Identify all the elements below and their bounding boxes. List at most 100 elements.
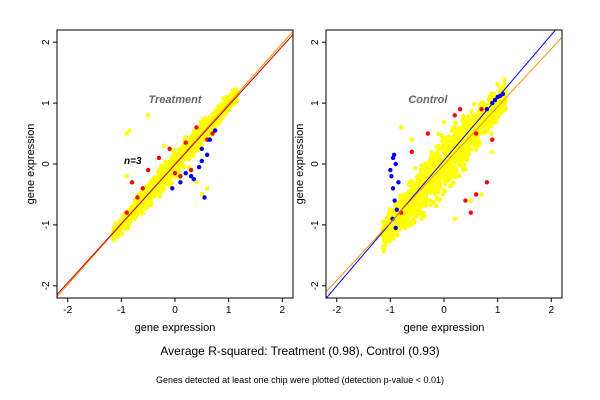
data-point-yellow	[441, 119, 446, 125]
data-point-yellow	[387, 225, 393, 231]
data-point-yellow	[401, 193, 406, 198]
data-point-yellow	[224, 97, 229, 102]
data-point-yellow	[447, 177, 453, 182]
data-point-yellow	[150, 177, 155, 182]
data-point-yellow	[448, 183, 454, 189]
data-point-yellow	[451, 180, 456, 185]
data-point-yellow	[450, 171, 455, 177]
control-x-axis: -2 -1 0 1 2	[332, 298, 554, 316]
data-point-yellow	[159, 187, 164, 192]
data-point-yellow	[452, 133, 457, 139]
data-point-yellow	[429, 149, 434, 155]
data-point-yellow	[159, 172, 165, 177]
treatment-y-label: gene expression	[25, 124, 37, 205]
data-point-yellow	[435, 180, 440, 185]
data-point-yellow	[482, 123, 487, 129]
data-point-yellow	[431, 200, 436, 205]
data-point-yellow	[460, 131, 465, 136]
y-tick-label: 1	[310, 100, 321, 106]
data-point-yellow	[415, 183, 421, 188]
data-point-red	[172, 170, 178, 176]
data-point-yellow	[437, 197, 442, 202]
data-point-blue	[396, 180, 401, 185]
data-point-yellow	[191, 153, 196, 158]
data-point-yellow	[180, 163, 185, 168]
data-point-yellow	[488, 122, 493, 127]
y-tick-label: -1	[310, 220, 321, 229]
data-point-blue	[394, 207, 399, 212]
data-point-yellow	[217, 107, 222, 112]
data-point-yellow	[434, 144, 439, 150]
data-point-blue	[388, 167, 393, 173]
data-point-yellow	[467, 142, 472, 148]
x-tick-label: 0	[172, 305, 178, 316]
y-tick-label: -1	[41, 220, 52, 229]
data-point-red	[468, 210, 474, 215]
data-point-yellow	[460, 118, 465, 123]
data-point-yellow	[474, 147, 479, 152]
data-point-yellow	[439, 133, 444, 138]
data-point-red	[484, 180, 490, 185]
data-point-yellow	[382, 219, 388, 225]
data-point-blue	[391, 152, 397, 158]
data-point-yellow	[452, 139, 458, 144]
data-point-yellow	[428, 202, 433, 208]
data-point-yellow	[380, 234, 385, 239]
data-point-yellow	[457, 134, 462, 139]
detection-note-caption: Genes detected at least one chip were pl…	[156, 375, 444, 385]
data-point-blue	[183, 170, 188, 176]
data-point-yellow	[462, 124, 467, 129]
data-point-yellow	[428, 183, 434, 188]
data-point-yellow	[389, 209, 394, 215]
data-point-yellow	[459, 126, 464, 131]
data-point-yellow	[437, 184, 443, 190]
data-point-yellow	[443, 172, 448, 177]
data-point-yellow	[400, 218, 405, 223]
data-point-yellow	[472, 143, 477, 148]
data-point-yellow	[111, 237, 117, 243]
data-point-yellow	[421, 193, 426, 198]
data-point-yellow	[423, 181, 428, 186]
data-point-yellow	[447, 152, 452, 158]
data-point-yellow	[433, 160, 439, 166]
data-point-yellow	[489, 91, 494, 96]
data-point-yellow	[421, 167, 427, 172]
data-point-blue	[484, 106, 490, 112]
data-point-red	[479, 106, 484, 112]
data-point-yellow	[124, 173, 129, 179]
data-point-yellow	[453, 120, 458, 125]
data-point-yellow	[145, 113, 151, 118]
data-point-yellow	[405, 196, 411, 201]
data-point-red	[409, 149, 415, 155]
data-point-yellow	[497, 85, 502, 90]
data-point-yellow	[470, 137, 475, 142]
data-point-yellow	[457, 173, 462, 179]
treatment-note: n=3	[124, 156, 142, 167]
data-point-yellow	[411, 197, 417, 203]
data-point-yellow	[437, 175, 442, 181]
data-point-yellow	[409, 181, 414, 186]
y-tick-label: 2	[41, 39, 52, 45]
data-point-yellow	[428, 160, 433, 165]
x-tick-label: 2	[548, 305, 554, 316]
data-point-yellow	[502, 80, 507, 86]
y-tick-label: -2	[310, 281, 321, 290]
data-point-yellow	[140, 211, 145, 216]
data-point-yellow	[385, 229, 390, 235]
data-point-yellow	[440, 139, 445, 144]
data-point-yellow	[398, 193, 403, 199]
data-point-yellow	[434, 203, 439, 209]
x-tick-label: 1	[226, 305, 232, 316]
data-point-red	[473, 192, 479, 197]
treatment-panel: -2 -1 0 1 2 -2 -1 0 1 2 Treatment n=3 gene expre…	[25, 29, 294, 334]
data-point-red	[425, 131, 431, 136]
y-tick-label: 0	[41, 161, 52, 167]
data-point-red	[183, 140, 188, 145]
data-point-red	[210, 131, 215, 136]
data-point-yellow	[495, 81, 500, 87]
data-point-yellow	[173, 174, 178, 179]
data-point-yellow	[416, 173, 421, 178]
data-point-red	[490, 137, 495, 142]
data-point-yellow	[419, 216, 424, 221]
data-point-yellow	[490, 149, 495, 155]
